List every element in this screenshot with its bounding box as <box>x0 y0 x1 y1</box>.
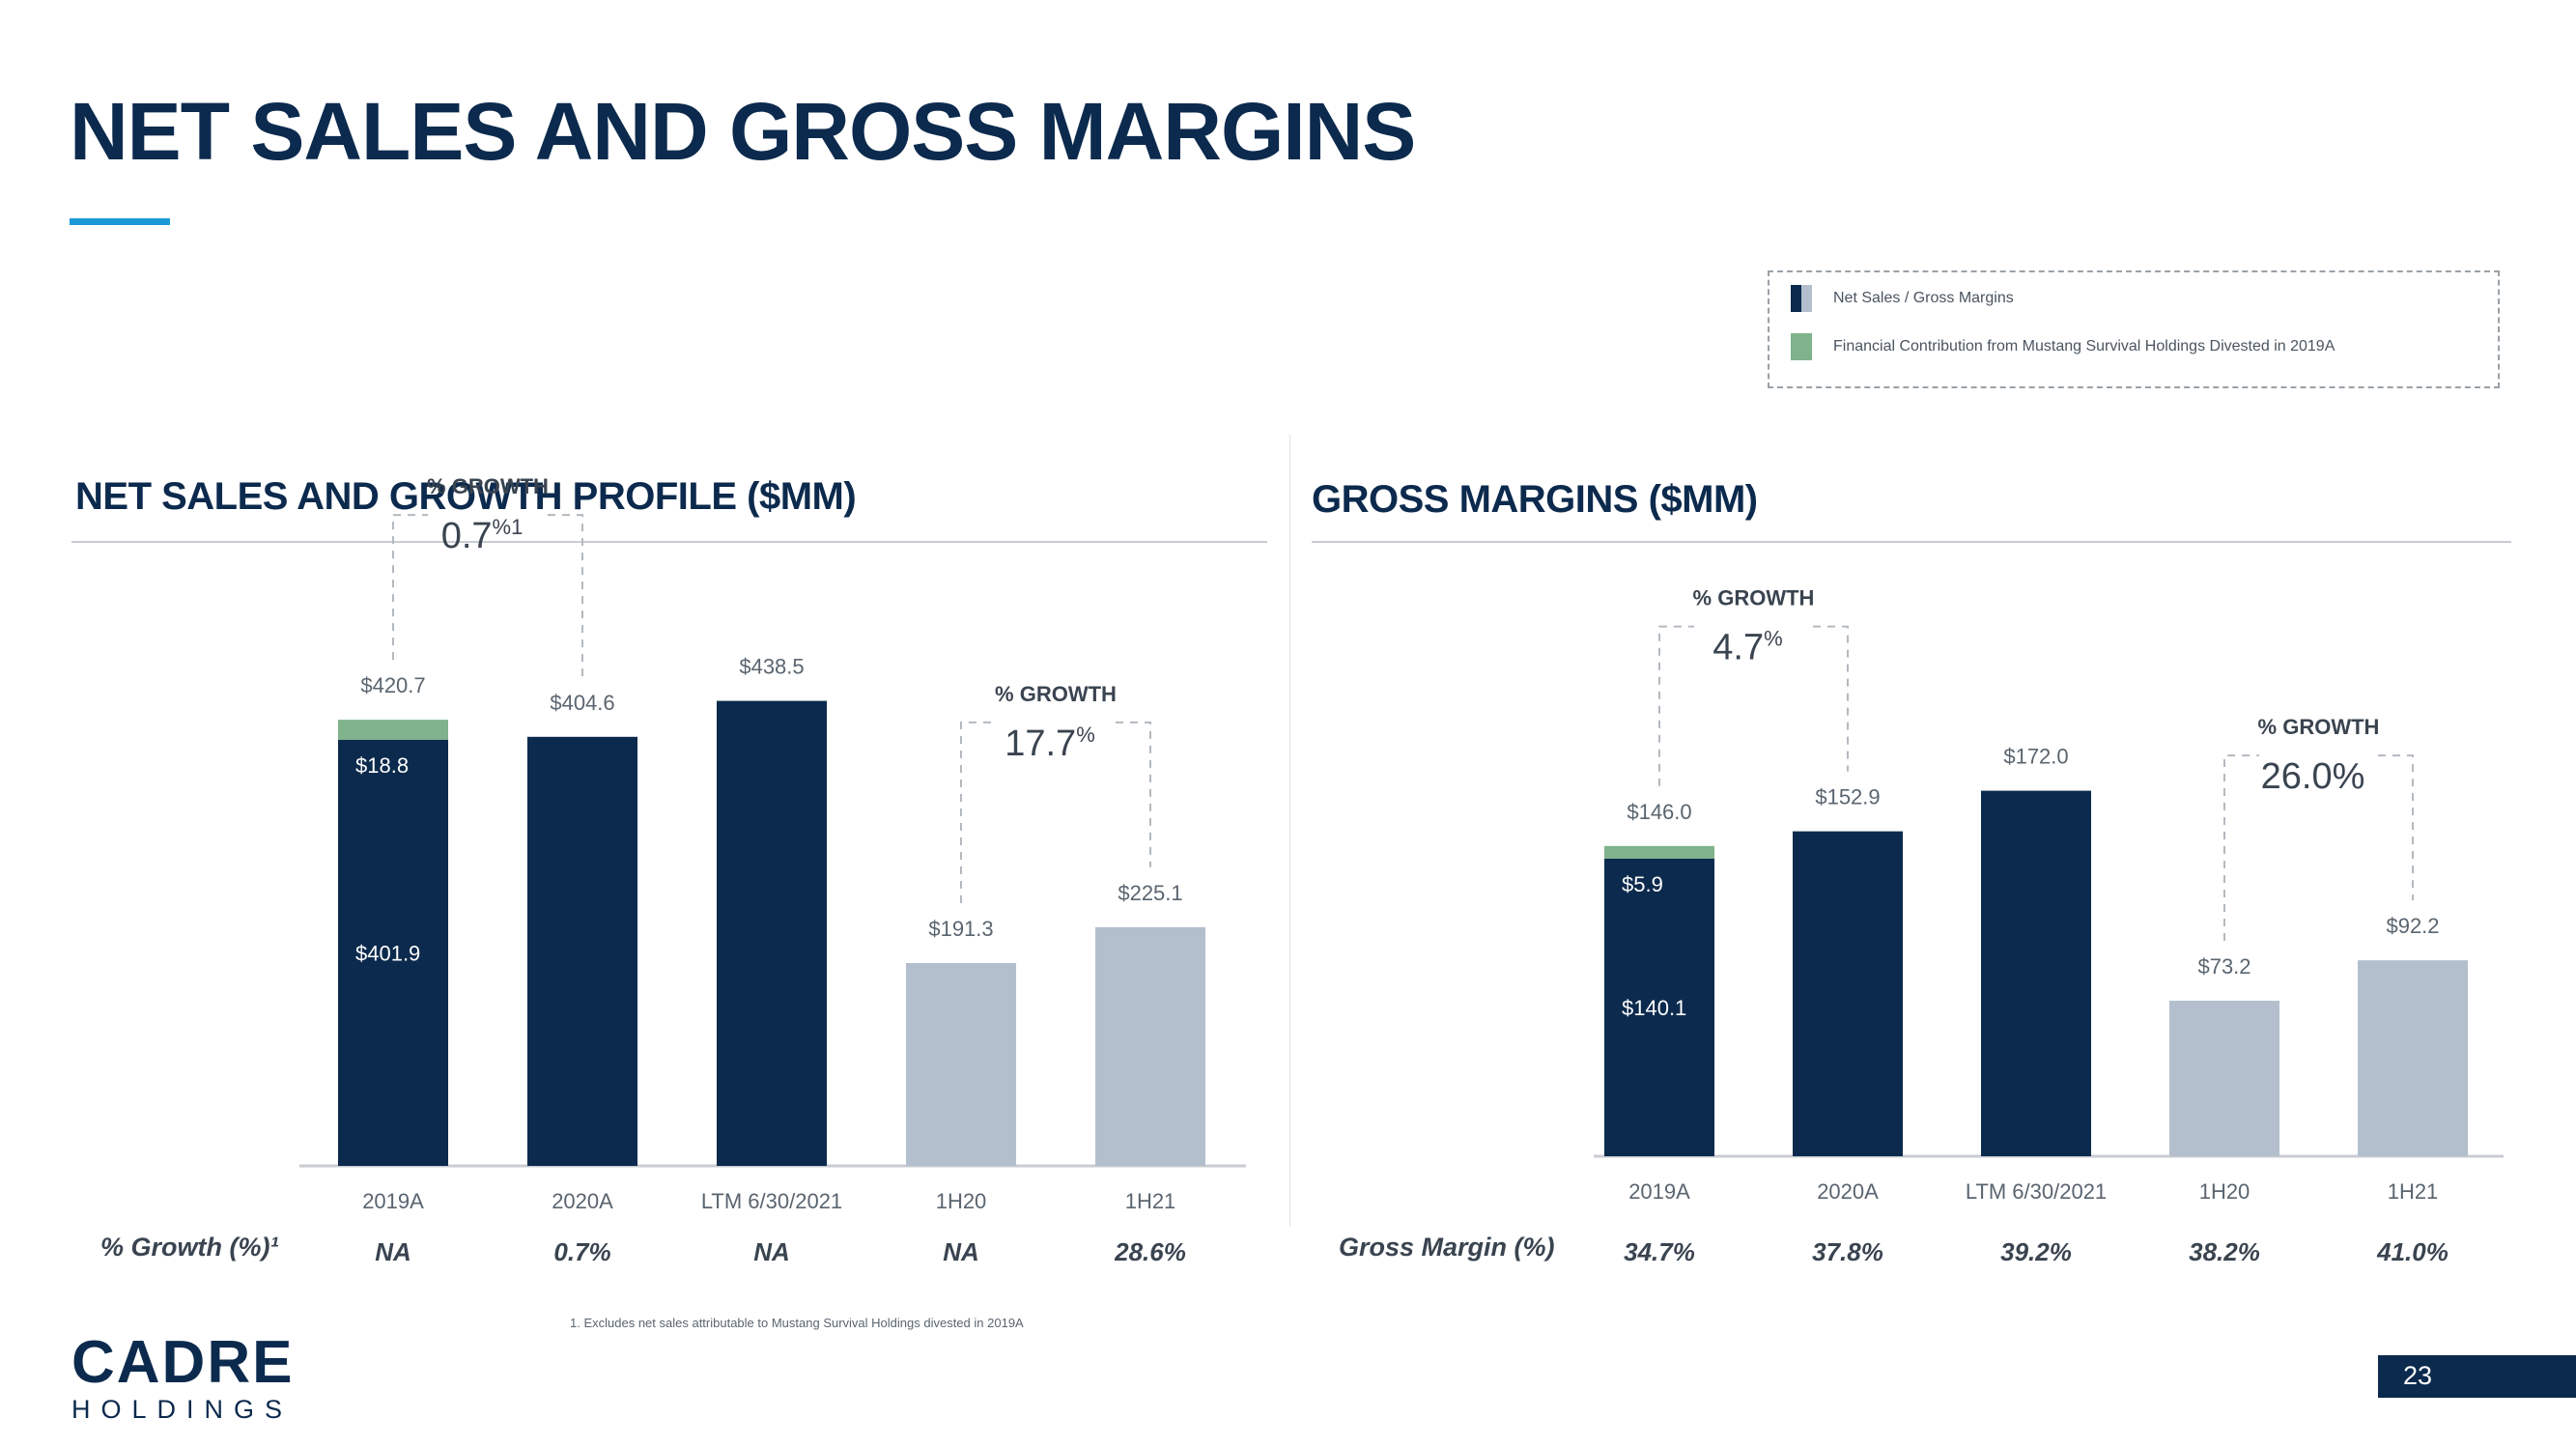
growth-value-number: 17.7 <box>1005 724 1076 764</box>
growth-value-number: 0.7 <box>441 516 493 556</box>
growth-value: 17.7% <box>1005 723 1095 764</box>
bottom-row-value: 38.2% <box>2189 1237 2260 1266</box>
bar-segment-divested <box>338 720 448 740</box>
bar-total-label: $438.5 <box>739 655 804 679</box>
segment-label-divested: $5.9 <box>1622 872 1663 896</box>
bar-ltm-6-30-2021 <box>717 700 827 1166</box>
legend-item-divested: Financial Contribution from Mustang Surv… <box>1791 332 2335 361</box>
growth-row-label: % Growth (%)¹ <box>100 1233 279 1262</box>
title-accent-bar <box>70 218 170 225</box>
bar-1h20 <box>2169 1000 2279 1156</box>
bar-total-label: $191.3 <box>928 917 993 941</box>
bottom-row-value: 0.7% <box>553 1237 610 1266</box>
bar-2019a <box>338 739 448 1166</box>
bottom-row-value: 41.0% <box>2376 1237 2449 1266</box>
category-label: 1H20 <box>2199 1179 2250 1204</box>
growth-header: % GROWTH <box>1693 586 1815 610</box>
legend-swatch-net-sales <box>1791 285 1812 312</box>
growth-value: 26.0% <box>2261 756 2365 797</box>
bar-total-label: $404.6 <box>550 691 614 715</box>
segment-label-base: $140.1 <box>1622 996 1686 1020</box>
category-label: 2019A <box>1628 1179 1690 1204</box>
growth-bracket-left <box>392 514 428 661</box>
section-rule-right <box>1312 541 2511 543</box>
growth-bracket-left <box>1658 625 1694 786</box>
bar-total-label: $92.2 <box>2386 914 2439 938</box>
bar-total-label: $420.7 <box>360 673 425 697</box>
section-title-net-sales: NET SALES AND GROWTH PROFILE ($MM) <box>75 475 857 518</box>
bar-total-label: $172.0 <box>2003 745 2068 769</box>
segment-label-divested: $18.8 <box>355 753 409 778</box>
category-label: 2020A <box>1817 1179 1879 1204</box>
growth-value-superscript: % <box>1076 723 1095 747</box>
section-divider <box>1289 435 1290 1227</box>
bar-total-label: $152.9 <box>1815 785 1880 809</box>
growth-header: % GROWTH <box>2258 715 2380 739</box>
bottom-row-value: 34.7% <box>1624 1237 1695 1266</box>
logo-subtitle: HOLDINGS <box>71 1395 294 1424</box>
legend-item-net-sales: Net Sales / Gross Margins <box>1791 284 2014 313</box>
bar-segment-divested <box>1604 845 1714 859</box>
category-label: LTM 6/30/2021 <box>1966 1179 2107 1204</box>
growth-bracket-right <box>1813 625 1849 772</box>
page-number: 23 <box>2403 1361 2433 1390</box>
category-label: 2020A <box>552 1189 613 1213</box>
bar-2020a <box>1793 831 1903 1156</box>
bar-total-label: $225.1 <box>1118 881 1182 905</box>
logo-wordmark: CADRE <box>71 1329 295 1396</box>
bottom-row-value: NA <box>943 1237 979 1266</box>
bar-2019a <box>1604 858 1714 1156</box>
bottom-row-value: NA <box>375 1237 411 1266</box>
growth-value-number: 4.7 <box>1713 628 1764 668</box>
growth-value-superscript: %1 <box>493 515 524 539</box>
growth-value: 0.7%1 <box>441 515 524 556</box>
footnote: 1. Excludes net sales attributable to Mu… <box>570 1316 1024 1330</box>
legend-swatch-divested <box>1791 333 1812 360</box>
bottom-row-value: NA <box>753 1237 790 1266</box>
category-label: LTM 6/30/2021 <box>701 1189 842 1213</box>
section-rule-left <box>71 541 1267 543</box>
section-title-gross-margins: GROSS MARGINS ($MM) <box>1312 478 1758 521</box>
growth-header: % GROWTH <box>427 474 549 498</box>
growth-bracket-left <box>960 721 996 903</box>
bar-ltm-6-30-2021 <box>1981 790 2091 1156</box>
category-label: 1H21 <box>2388 1179 2439 1204</box>
legend-label-divested: Financial Contribution from Mustang Surv… <box>1833 338 2335 355</box>
chart-legend: Net Sales / Gross Margins Financial Cont… <box>1768 270 2500 388</box>
growth-value: 4.7% <box>1713 627 1782 668</box>
page-title: NET SALES AND GROSS MARGINS <box>70 86 1416 177</box>
legend-label-net-sales: Net Sales / Gross Margins <box>1833 290 2014 306</box>
bar-1h21 <box>1095 926 1205 1166</box>
growth-bracket-right <box>2378 754 2414 901</box>
category-label: 1H20 <box>936 1189 987 1213</box>
bar-1h21 <box>2358 960 2468 1156</box>
growth-bracket-left <box>2223 754 2259 941</box>
bar-1h20 <box>906 962 1016 1166</box>
bottom-row-value: 39.2% <box>2000 1237 2072 1266</box>
growth-header: % GROWTH <box>995 682 1117 706</box>
category-label: 1H21 <box>1125 1189 1176 1213</box>
growth-value-superscript: % <box>1764 627 1783 651</box>
bar-total-label: $73.2 <box>2197 954 2250 979</box>
growth-value-number: 26.0% <box>2261 756 2365 797</box>
bottom-row-value: 28.6% <box>1114 1237 1186 1266</box>
bottom-row-value: 37.8% <box>1812 1237 1883 1266</box>
growth-bracket-right <box>548 514 583 677</box>
bar-2020a <box>527 736 637 1166</box>
growth-bracket-right <box>1116 721 1151 867</box>
segment-label-base: $401.9 <box>355 941 420 965</box>
page-number-box: 23 <box>2378 1355 2576 1398</box>
bar-total-label: $146.0 <box>1627 800 1691 824</box>
category-label: 2019A <box>362 1189 424 1213</box>
gross-margin-row-label: Gross Margin (%) <box>1339 1233 1555 1262</box>
company-logo: CADRE HOLDINGS <box>71 1333 294 1425</box>
